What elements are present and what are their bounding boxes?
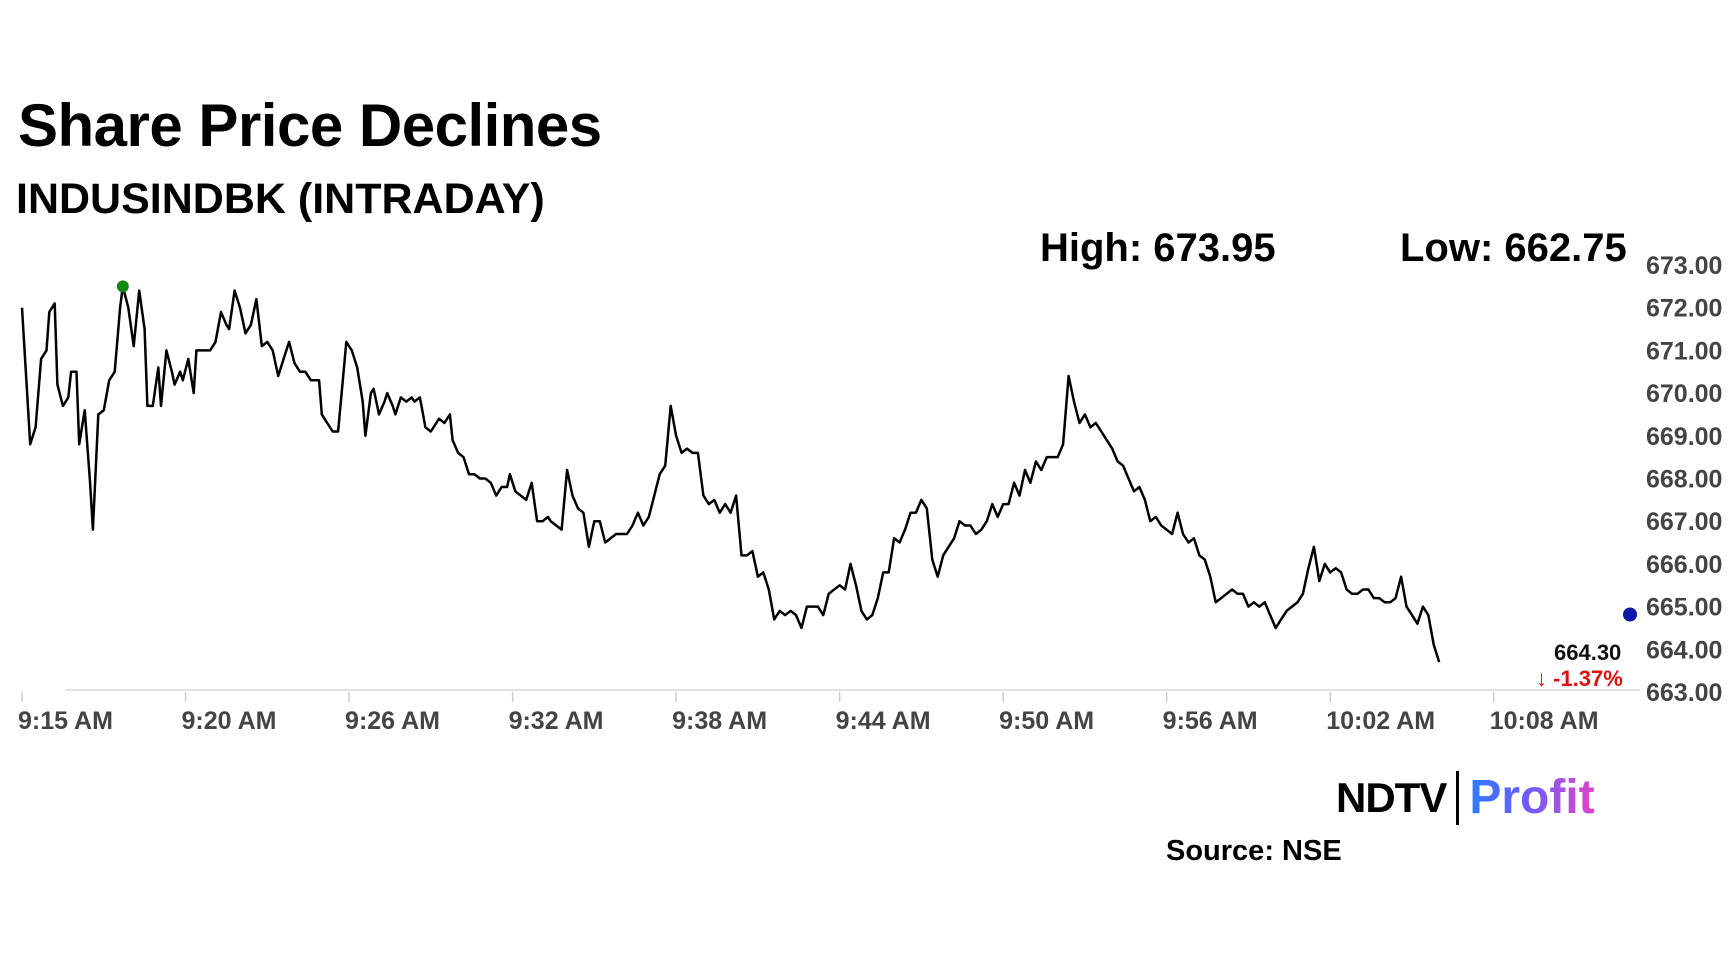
y-tick-label: 670.00: [1646, 380, 1722, 408]
y-tick-label: 671.00: [1646, 337, 1722, 365]
source-label: Source: NSE: [1166, 835, 1342, 867]
last-price-label: 664.30: [1554, 640, 1621, 665]
current-price-marker: [1623, 607, 1637, 622]
y-tick-label: 664.00: [1646, 636, 1722, 664]
y-tick-label: 672.00: [1646, 295, 1722, 323]
x-axis: 9:15 AM 9:20 AM 9:26 AM 9:32 AM 9:38 AM 9:44 …: [18, 692, 1599, 735]
x-tick-label: 9:20 AM: [182, 707, 277, 735]
y-tick-label: 673.00: [1646, 252, 1722, 280]
x-tick-label: 9:38 AM: [672, 707, 767, 735]
y-tick-label: 667.00: [1646, 508, 1722, 536]
x-tick-label: 9:15 AM: [18, 707, 113, 735]
y-tick-label: 663.00: [1646, 679, 1722, 707]
x-tick-label: 9:56 AM: [1163, 707, 1258, 735]
price-series-line: [20, 285, 1441, 663]
chart-title: Share Price Declines: [18, 92, 602, 159]
y-tick-label: 669.00: [1646, 423, 1722, 451]
x-tick-label: 10:02 AM: [1326, 707, 1435, 735]
x-tick-label: 9:50 AM: [999, 707, 1094, 735]
chart-subtitle: INDUSINDBK (INTRADAY): [16, 175, 545, 223]
y-tick-label: 668.00: [1646, 466, 1722, 494]
y-axis: 663.00 664.00 665.00 666.00 667.00 668.00 669.…: [1646, 252, 1722, 707]
day-low-label: Low: 662.75: [1400, 226, 1627, 270]
change-label: ↓ -1.37%: [1536, 666, 1623, 691]
logo-ndtv-text: NDTV: [1336, 774, 1447, 821]
high-marker: [116, 280, 129, 293]
x-tick-label: 9:26 AM: [345, 707, 440, 735]
x-tick-label: 9:44 AM: [836, 707, 931, 735]
logo-divider: [1456, 771, 1460, 825]
day-high-label: High: 673.95: [1040, 226, 1276, 270]
ndtv-profit-logo: NDTV Profit: [1336, 770, 1595, 826]
y-tick-label: 665.00: [1646, 594, 1722, 622]
x-tick-label: 9:32 AM: [509, 707, 604, 735]
logo-profit-text: Profit: [1469, 771, 1595, 824]
x-tick-label: 10:08 AM: [1490, 707, 1599, 735]
y-tick-label: 666.00: [1646, 551, 1722, 579]
down-arrow-icon: ↓: [1536, 666, 1553, 691]
change-value: -1.37%: [1553, 666, 1623, 691]
